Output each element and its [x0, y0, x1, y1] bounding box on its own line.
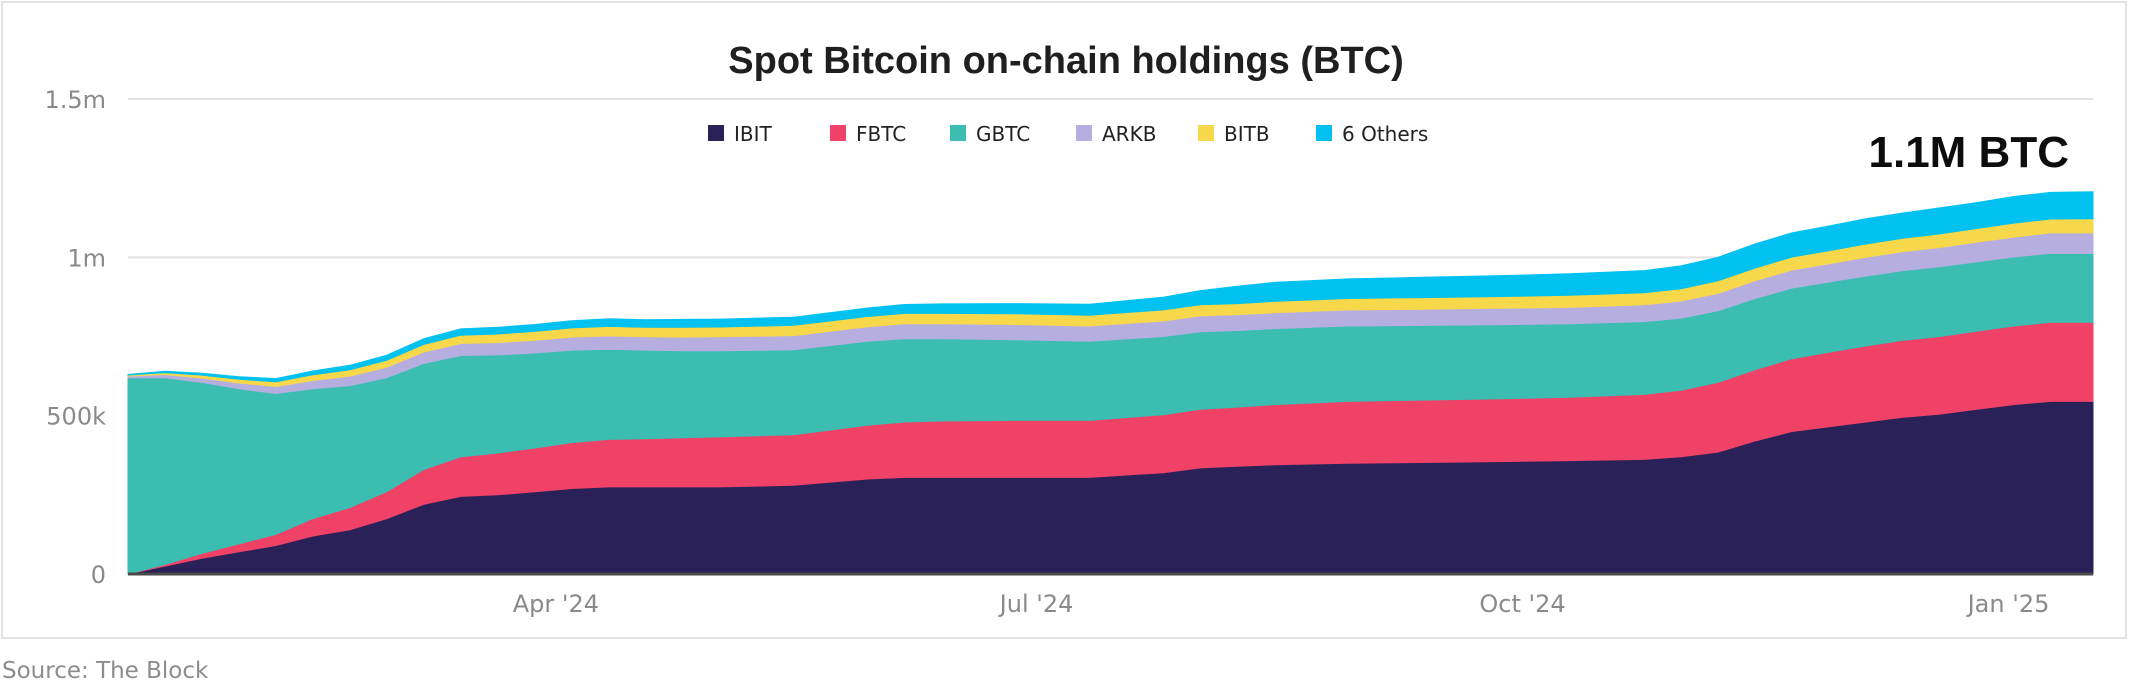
chart-title: Spot Bitcoin on-chain holdings (BTC) — [728, 40, 1403, 82]
x-tick-label: Jan '25 — [1966, 590, 2050, 618]
chart-frame: 0 500k 1m 1.5m Apr '24 Jul '24 Oct '24 Jan '25… — [1, 1, 2127, 639]
legend-label: ARKB — [1102, 122, 1156, 146]
y-tick-label: 0 — [91, 561, 106, 589]
legend-label: GBTC — [976, 122, 1030, 146]
legend-swatch — [1076, 125, 1092, 141]
legend: IBIT FBTC GBTC ARKB BITB 6 Others — [708, 122, 1428, 146]
legend-swatch — [1316, 125, 1332, 141]
total-annotation: 1.1M BTC — [1869, 128, 2069, 177]
legend-swatch — [708, 125, 724, 141]
source-note: Source: The Block — [2, 658, 209, 684]
legend-swatch — [950, 125, 966, 141]
y-tick-label: 1.5m — [44, 86, 106, 114]
y-tick-label: 500k — [46, 403, 106, 431]
stacked-area-chart: 0 500k 1m 1.5m Apr '24 Jul '24 Oct '24 Jan '25… — [44, 40, 2094, 618]
x-tick-label: Oct '24 — [1479, 590, 1565, 618]
legend-swatch — [1198, 125, 1214, 141]
x-axis: Apr '24 Jul '24 Oct '24 Jan '25 — [128, 572, 2093, 618]
y-axis: 0 500k 1m 1.5m — [44, 86, 106, 589]
legend-swatch — [830, 125, 846, 141]
legend-label: BITB — [1224, 122, 1270, 146]
x-tick-label: Apr '24 — [513, 590, 599, 618]
area-6-others — [127, 191, 2094, 383]
x-tick-label: Jul '24 — [998, 590, 1074, 618]
y-tick-label: 1m — [67, 244, 106, 272]
legend-label: IBIT — [734, 122, 773, 146]
legend-label: FBTC — [856, 122, 906, 146]
series-areas — [127, 191, 2094, 575]
legend-label: 6 Others — [1342, 122, 1428, 146]
